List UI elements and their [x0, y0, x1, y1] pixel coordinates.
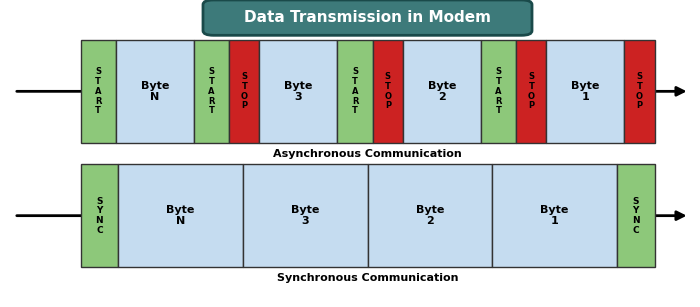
Text: S
Y
N
C: S Y N C: [96, 196, 103, 235]
Text: Asynchronous Communication: Asynchronous Communication: [273, 149, 462, 159]
Bar: [80, 164, 118, 267]
Bar: [624, 40, 654, 143]
Text: S
T
O
P: S T O P: [636, 72, 643, 111]
Text: S
T
A
R
T: S T A R T: [352, 68, 358, 115]
Text: S
Y
N
C: S Y N C: [632, 196, 639, 235]
Bar: [116, 40, 194, 143]
Bar: [194, 40, 230, 143]
Bar: [230, 40, 260, 143]
Text: Byte
N: Byte N: [141, 81, 169, 102]
Bar: [243, 164, 368, 267]
Text: Byte
1: Byte 1: [540, 205, 568, 226]
Text: Byte
3: Byte 3: [284, 81, 313, 102]
Text: Synchronous Communication: Synchronous Communication: [276, 273, 458, 283]
Text: S
T
A
R
T: S T A R T: [209, 68, 215, 115]
Bar: [481, 40, 517, 143]
Text: S
T
O
P: S T O P: [384, 72, 391, 111]
Bar: [337, 40, 373, 143]
Bar: [80, 40, 116, 143]
Bar: [617, 164, 655, 267]
Bar: [547, 40, 624, 143]
Bar: [403, 40, 481, 143]
Text: Byte
N: Byte N: [167, 205, 195, 226]
Text: Byte
2: Byte 2: [416, 205, 444, 226]
Text: S
T
O
P: S T O P: [528, 72, 535, 111]
Text: Byte
3: Byte 3: [291, 205, 319, 226]
Bar: [118, 164, 243, 267]
Text: Byte
1: Byte 1: [571, 81, 600, 102]
Text: S
T
A
R
T: S T A R T: [95, 68, 101, 115]
Bar: [260, 40, 337, 143]
Text: Data Transmission in Modem: Data Transmission in Modem: [244, 10, 491, 25]
Text: S
T
A
R
T: S T A R T: [496, 68, 502, 115]
Bar: [517, 40, 547, 143]
Text: S
T
O
P: S T O P: [241, 72, 248, 111]
Bar: [492, 164, 617, 267]
Text: Byte
2: Byte 2: [428, 81, 456, 102]
Bar: [373, 40, 403, 143]
FancyBboxPatch shape: [203, 0, 532, 35]
Bar: [368, 164, 492, 267]
